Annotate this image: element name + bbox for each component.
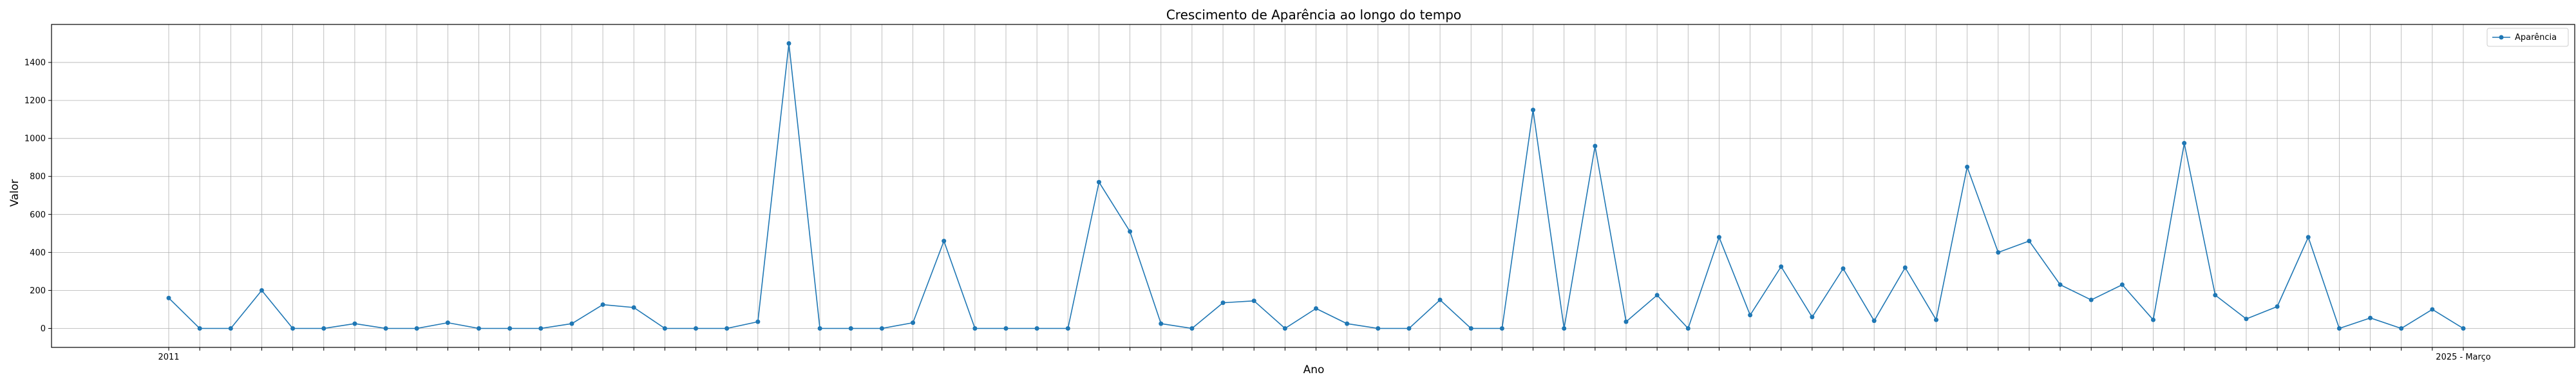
data-point [1779,264,1784,269]
data-point [2306,235,2311,240]
y-tick-label: 200 [30,286,46,296]
y-axis-title: Valor [8,179,21,207]
data-point [1685,326,1690,331]
y-tick-label: 800 [30,172,46,182]
data-point [2336,326,2342,331]
data-point [1251,299,1256,304]
data-point [2213,293,2218,298]
data-point [414,326,419,331]
data-point [166,295,171,300]
data-point [1593,143,1598,149]
plot-frame [51,24,2575,348]
data-point [1871,318,1877,324]
data-point [817,326,822,331]
data-point [2244,317,2249,322]
x-axis-ticks: 2011 2025 - Março [158,347,2491,362]
data-point [2430,307,2435,312]
data-point [2119,282,2125,288]
data-point [1003,326,1009,331]
data-point [2027,239,2032,244]
data-point [1096,179,1101,185]
data-point [476,326,481,331]
data-point [942,239,947,244]
data-point [1282,326,1287,331]
data-point [2461,326,2466,331]
data-point [321,326,327,331]
data-point [1314,306,1318,311]
data-point [507,326,513,331]
data-point [290,326,296,331]
data-point [259,288,264,293]
data-point [352,321,357,326]
y-tick-label: 0 [41,324,46,334]
data-point [2368,315,2373,320]
data-point [786,41,791,46]
data-point [911,320,916,326]
data-point [755,319,761,324]
data-point [445,320,450,326]
data-point [1624,319,1629,324]
data-point [1406,326,1412,331]
data-point [1220,300,1226,306]
data-point [2151,317,2156,322]
data-point [2058,282,2063,288]
data-point [1996,250,2001,255]
x-tick-label-last: 2025 - Março [2436,353,2490,362]
data-point [2088,297,2094,302]
data-point [1562,326,1567,331]
data-point [1902,265,1908,270]
data-point [1159,321,1164,326]
data-point [1468,326,1473,331]
data-point [631,305,636,310]
y-tick-label: 1400 [24,59,46,68]
data-point [1065,326,1070,331]
data-point [383,326,388,331]
data-point [1189,326,1195,331]
data-point [1531,107,1536,113]
data-point [1034,326,1039,331]
data-point [228,326,233,331]
legend-label: Aparência [2515,33,2557,42]
data-point [1933,317,1938,322]
data-point [1437,297,1443,302]
series-layer [166,41,2466,331]
data-point [1654,293,1660,298]
y-tick-label: 400 [30,248,46,258]
data-point [694,326,699,331]
data-point [569,321,574,326]
legend-point-marker [2499,35,2504,40]
data-point [662,326,667,331]
legend-box [2486,28,2569,47]
data-point [724,326,730,331]
data-point [197,326,202,331]
data-point [600,302,605,308]
x-tick-label-first: 2011 [158,353,179,362]
data-point [1345,321,1350,326]
data-point [1376,326,1381,331]
grid-lines [52,24,2575,347]
chart-title: Crescimento de Aparência ao longo do tem… [1166,7,1461,23]
data-point [848,326,853,331]
data-point [1499,326,1504,331]
data-point [2275,304,2280,309]
legend: Aparência [2486,28,2569,47]
y-axis-ticks: 0 200 400 600 800 1000 1200 1400 [24,59,52,334]
data-point [538,326,544,331]
data-point [1748,313,1753,318]
y-tick-label: 1000 [24,134,46,144]
data-point [879,326,884,331]
data-point [972,326,978,331]
x-axis-title: Ano [1303,363,1325,376]
data-point [1716,235,1721,240]
y-tick-label: 600 [30,210,46,220]
data-point [1841,266,1846,271]
data-point [2399,326,2404,331]
data-point [1810,315,1815,320]
data-point [2182,141,2187,146]
data-point [1965,164,1970,169]
y-tick-label: 1200 [24,96,46,106]
data-point [1128,229,1133,234]
